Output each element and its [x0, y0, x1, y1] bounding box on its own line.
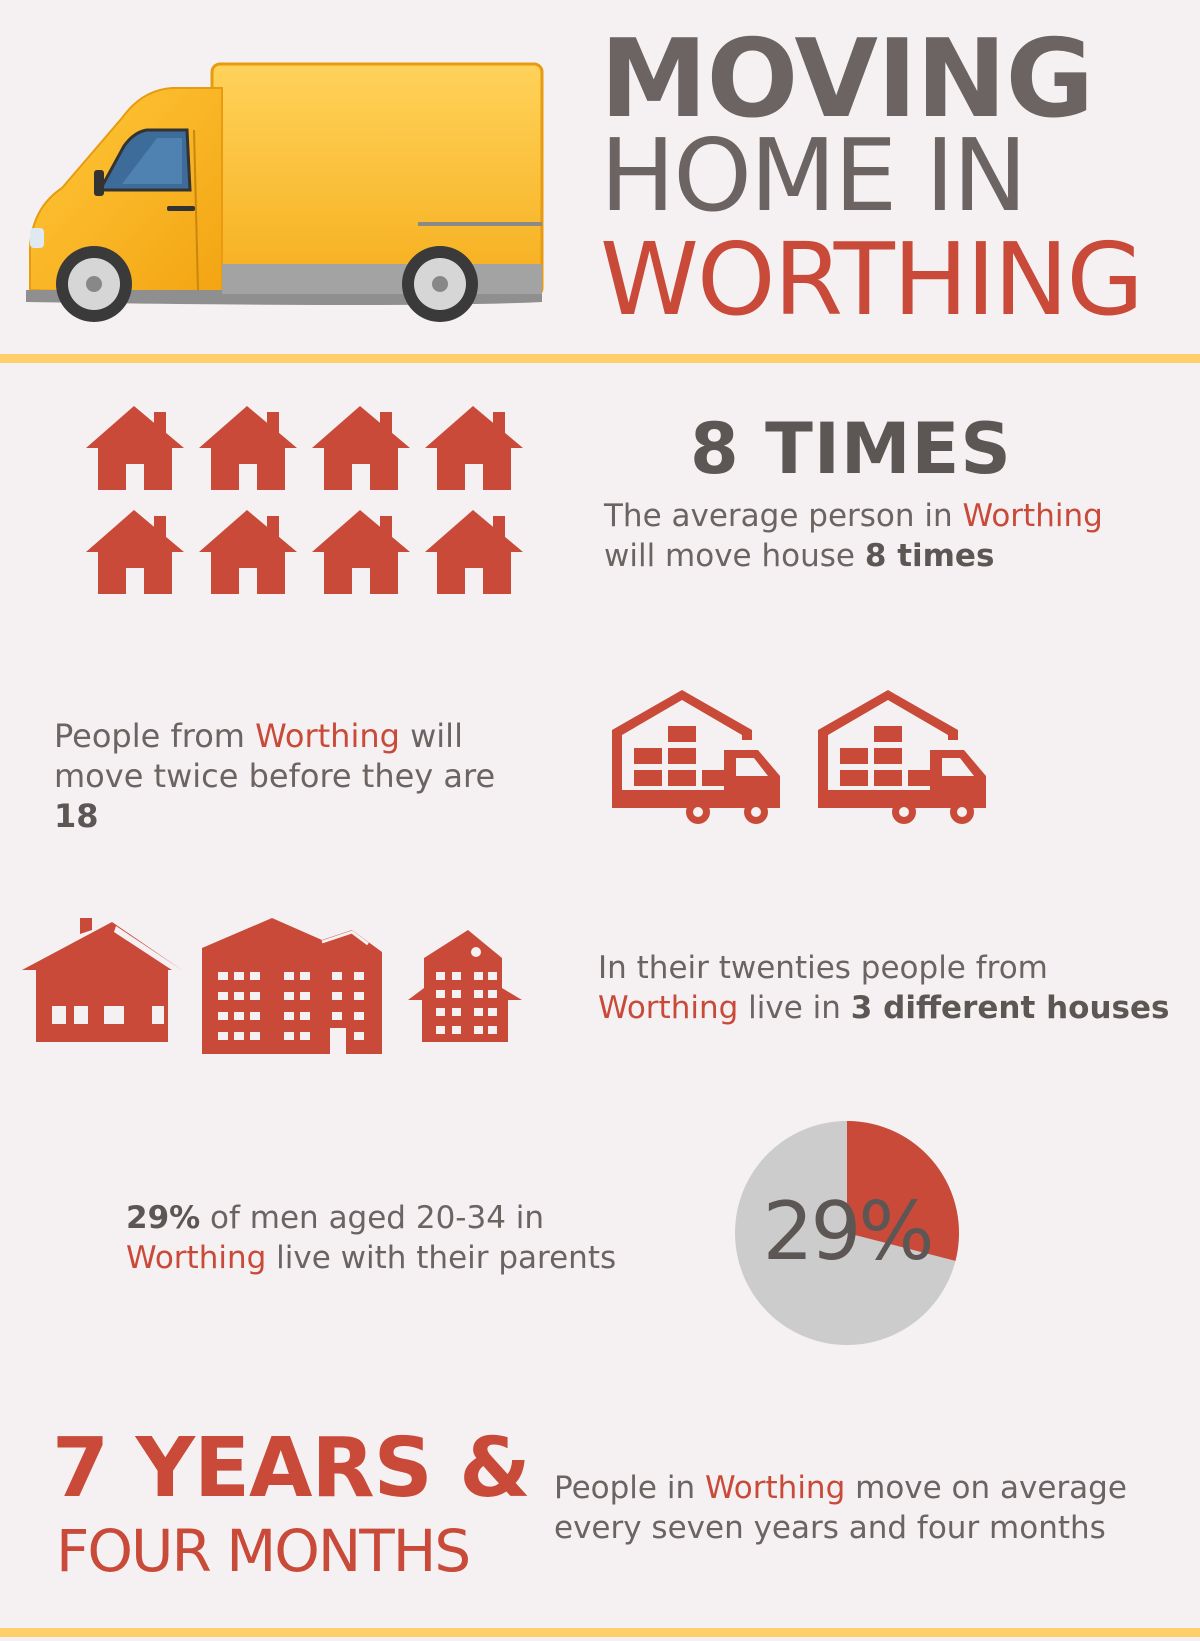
title-line-1: MOVING — [600, 17, 1094, 142]
header-divider — [0, 354, 1200, 363]
text-part: People in — [554, 1470, 705, 1506]
text-part: will move twice before they are — [54, 717, 496, 795]
house-icon — [425, 510, 523, 594]
house-icon — [199, 510, 297, 594]
town-name: Worthing — [255, 717, 400, 755]
town-name: Worthing — [962, 498, 1103, 534]
years-heading-line-1: 7 YEARS & — [52, 1421, 531, 1516]
text-part: People from — [54, 717, 256, 755]
town-name: Worthing — [598, 990, 739, 1026]
buildings-icon — [22, 918, 522, 1054]
title-line-3: WORTHING — [600, 221, 1144, 338]
title-line-2: HOME IN — [600, 117, 1027, 234]
bold-value: 29% — [126, 1200, 201, 1236]
moving-van-icon — [26, 62, 544, 322]
text-part: of men aged 20-34 in — [200, 1200, 545, 1236]
text-part: will move house — [604, 538, 865, 574]
text-part: move on average every seven years and fo… — [554, 1470, 1127, 1546]
warehouse-truck-icons — [612, 690, 986, 824]
house-icon — [425, 406, 523, 490]
pie-slice — [847, 1121, 959, 1261]
house-icon — [86, 510, 184, 594]
footer-divider — [0, 1628, 1200, 1637]
house-icon — [312, 406, 410, 490]
pie-label: 29% — [762, 1185, 935, 1278]
warehouse-truck-icon — [612, 690, 780, 824]
text-part: live in — [738, 990, 851, 1026]
town-name: Worthing — [704, 1470, 846, 1506]
house-icon-grid — [86, 406, 523, 594]
bold-value: 18 — [54, 797, 99, 835]
house-icon — [86, 406, 184, 490]
house-icon — [199, 406, 297, 490]
parents-text: 29% of men aged 20-34 in Worthing live w… — [126, 1198, 646, 1278]
text-part: In their twenties people from — [598, 950, 1048, 986]
bold-value: 3 different houses — [850, 990, 1170, 1026]
eight-times-text: The average person in Worthing will move… — [604, 496, 1124, 576]
text-part: The average person in — [604, 498, 963, 534]
bold-value: 8 times — [864, 538, 995, 574]
before-eighteen-text: People from Worthing will move twice bef… — [54, 716, 544, 836]
warehouse-truck-icon — [818, 690, 986, 824]
pie-chart — [735, 1121, 959, 1345]
town-name: Worthing — [126, 1240, 267, 1276]
twenties-text: In their twenties people from Worthing l… — [598, 948, 1178, 1028]
eight-times-heading: 8 TIMES — [690, 408, 1012, 490]
text-part: live with their parents — [266, 1240, 617, 1276]
years-text: People in Worthing move on average every… — [554, 1468, 1154, 1548]
years-heading-line-2: FOUR MONTHS — [56, 1517, 471, 1585]
house-icon — [312, 510, 410, 594]
